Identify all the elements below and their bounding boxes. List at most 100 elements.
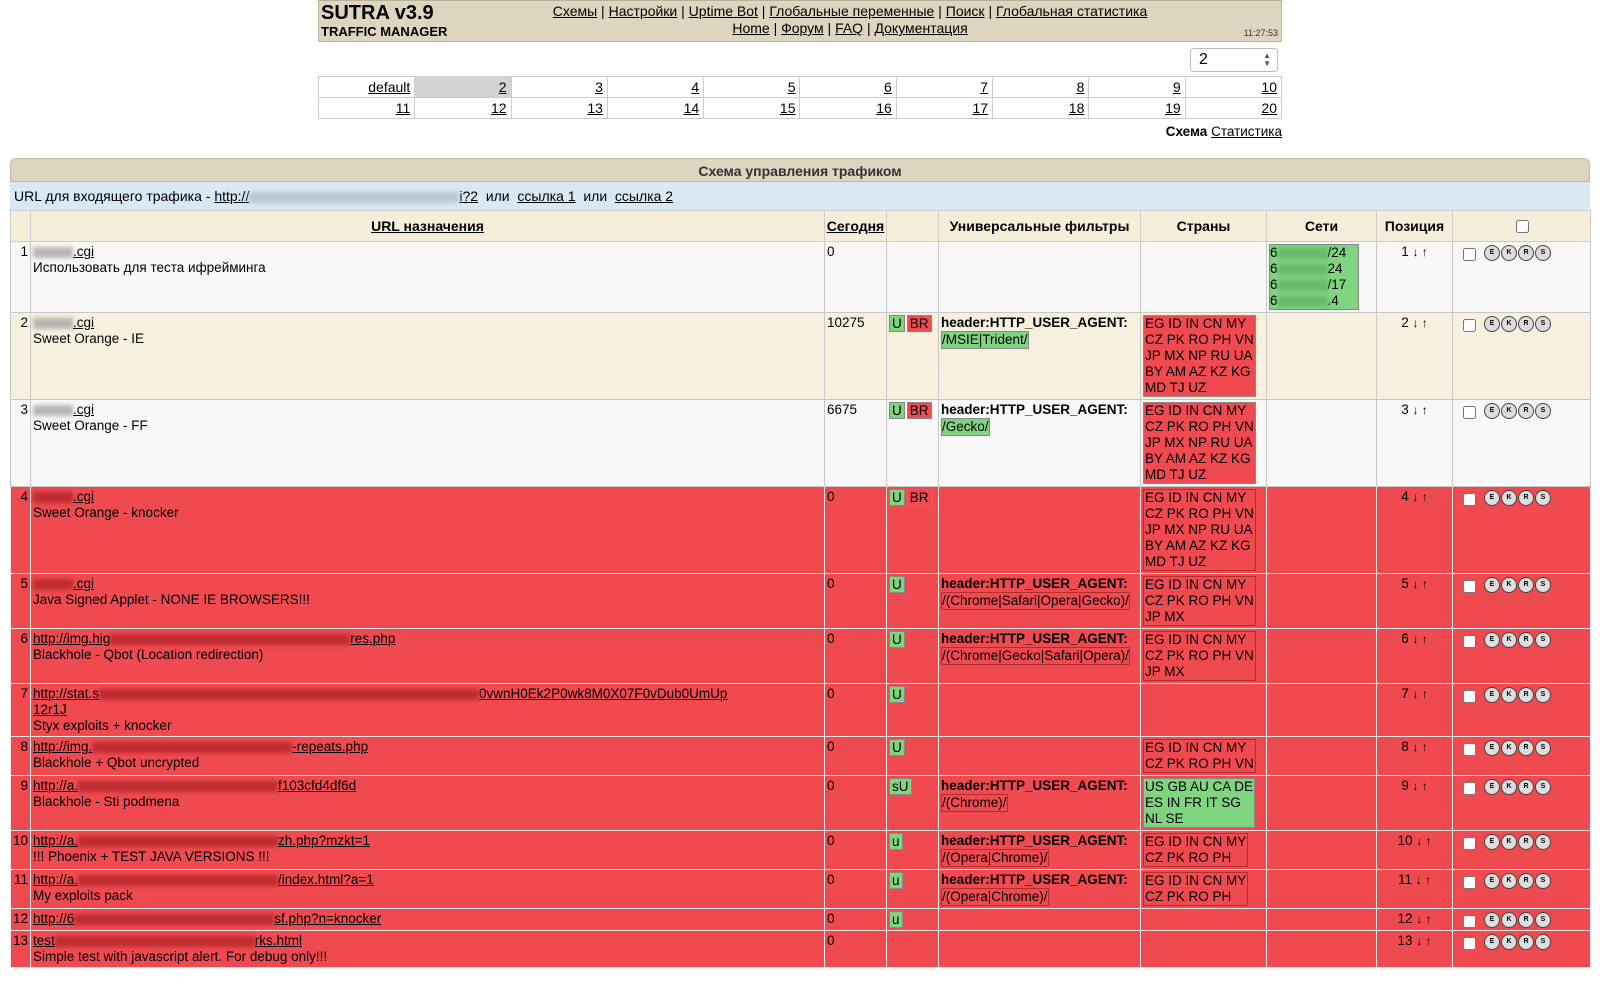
nav-link-top-3[interactable]: Глобальные переменные bbox=[769, 3, 935, 19]
row-checkbox[interactable] bbox=[1463, 493, 1476, 506]
clone-icon[interactable]: K bbox=[1501, 833, 1517, 850]
row-checkbox[interactable] bbox=[1463, 406, 1476, 419]
scheme-cell[interactable]: 14 bbox=[606, 97, 705, 119]
clone-icon[interactable]: K bbox=[1501, 315, 1517, 332]
reset-icon[interactable]: R bbox=[1518, 911, 1534, 928]
edit-icon[interactable]: E bbox=[1484, 489, 1500, 506]
scheme-link[interactable]: 9 bbox=[1172, 79, 1181, 95]
row-checkbox[interactable] bbox=[1463, 635, 1476, 648]
stats-icon[interactable]: S bbox=[1535, 911, 1551, 928]
scheme-link[interactable]: 3 bbox=[595, 79, 603, 95]
reset-icon[interactable]: R bbox=[1518, 778, 1534, 795]
move-arrows-icon[interactable]: ↓ ↑ bbox=[1412, 490, 1428, 504]
reset-icon[interactable]: R bbox=[1518, 576, 1534, 593]
destination-url-link[interactable]: http://img.hig res.php bbox=[33, 631, 396, 646]
scheme-link[interactable]: 4 bbox=[691, 79, 700, 95]
row-checkbox[interactable] bbox=[1463, 248, 1476, 261]
row-checkbox[interactable] bbox=[1463, 580, 1476, 593]
clone-icon[interactable]: K bbox=[1501, 489, 1517, 506]
reset-icon[interactable]: R bbox=[1518, 872, 1534, 889]
col-today[interactable]: Сегодня bbox=[824, 210, 887, 242]
clone-icon[interactable]: K bbox=[1501, 872, 1517, 889]
incoming-url-link[interactable]: http://i?2 bbox=[214, 188, 479, 204]
edit-icon[interactable]: E bbox=[1484, 576, 1500, 593]
nav-link-top-4[interactable]: Поиск bbox=[945, 3, 985, 19]
reset-icon[interactable]: R bbox=[1518, 739, 1534, 756]
clone-icon[interactable]: K bbox=[1501, 911, 1517, 928]
stats-icon[interactable]: S bbox=[1535, 315, 1551, 332]
destination-url-link[interactable]: .cgi bbox=[33, 576, 94, 591]
scheme-cell[interactable]: 10 bbox=[1184, 76, 1283, 98]
edit-icon[interactable]: E bbox=[1484, 739, 1500, 756]
clone-icon[interactable]: K bbox=[1501, 778, 1517, 795]
scheme-link[interactable]: 17 bbox=[972, 100, 989, 116]
edit-icon[interactable]: E bbox=[1484, 686, 1500, 703]
destination-url-link[interactable]: http://a./index.html?a=1 bbox=[33, 872, 374, 887]
stats-icon[interactable]: S bbox=[1535, 833, 1551, 850]
scheme-cell[interactable]: 7 bbox=[895, 76, 994, 98]
move-arrows-icon[interactable]: ↓ ↑ bbox=[1412, 403, 1428, 417]
edit-icon[interactable]: E bbox=[1484, 631, 1500, 648]
scheme-cell[interactable]: 8 bbox=[992, 76, 1090, 98]
move-arrows-icon[interactable]: ↓ ↑ bbox=[1412, 779, 1428, 793]
stats-icon[interactable]: S bbox=[1535, 778, 1551, 795]
row-checkbox[interactable] bbox=[1463, 937, 1476, 950]
scheme-cell[interactable]: 4 bbox=[606, 76, 705, 98]
stats-icon[interactable]: S bbox=[1535, 631, 1551, 648]
move-arrows-icon[interactable]: ↓ ↑ bbox=[1416, 934, 1432, 948]
select-all-checkbox[interactable] bbox=[1515, 219, 1529, 233]
scheme-cell[interactable]: 11 bbox=[317, 97, 416, 119]
nav-link-bottom-1[interactable]: Форум bbox=[781, 20, 824, 36]
edit-icon[interactable]: E bbox=[1484, 933, 1500, 950]
scheme-cell[interactable]: 17 bbox=[895, 97, 994, 119]
scheme-cell[interactable]: 13 bbox=[510, 97, 608, 119]
edit-icon[interactable]: E bbox=[1484, 833, 1500, 850]
scheme-cell[interactable]: 15 bbox=[703, 97, 801, 119]
edit-icon[interactable]: E bbox=[1484, 315, 1500, 332]
spinner-arrows-icon[interactable]: ▲ ▼ bbox=[1263, 51, 1271, 68]
scheme-cell[interactable]: 9 bbox=[1088, 76, 1186, 98]
row-checkbox[interactable] bbox=[1463, 319, 1476, 332]
destination-url-link[interactable]: http://stat.s 0vwnH0Ek2P0wk8M0X07F0vDub0U… bbox=[33, 686, 728, 701]
nav-link-top-5[interactable]: Глобальная статистика bbox=[995, 3, 1148, 19]
clone-icon[interactable]: K bbox=[1501, 576, 1517, 593]
move-arrows-icon[interactable]: ↓ ↑ bbox=[1412, 245, 1428, 259]
scheme-cell[interactable]: 19 bbox=[1088, 97, 1186, 119]
edit-icon[interactable]: E bbox=[1484, 402, 1500, 419]
stats-icon[interactable]: S bbox=[1535, 686, 1551, 703]
nav-link-bottom-2[interactable]: FAQ bbox=[835, 20, 864, 36]
scheme-cell[interactable]: 20 bbox=[1184, 97, 1283, 119]
stats-icon[interactable]: S bbox=[1535, 933, 1551, 950]
scheme-cell[interactable]: 6 bbox=[799, 76, 897, 98]
move-arrows-icon[interactable]: ↓ ↑ bbox=[1416, 834, 1432, 848]
clone-icon[interactable]: K bbox=[1501, 631, 1517, 648]
nav-link-top-2[interactable]: Uptime Bot bbox=[688, 3, 758, 19]
scheme-cell[interactable]: 3 bbox=[510, 76, 608, 98]
move-arrows-icon[interactable]: ↓ ↑ bbox=[1415, 873, 1432, 887]
destination-url-link[interactable]: http://a. f103cfd4df6d bbox=[33, 778, 357, 793]
row-checkbox[interactable] bbox=[1463, 837, 1476, 850]
stats-icon[interactable]: S bbox=[1535, 489, 1551, 506]
scheme-link[interactable]: 16 bbox=[876, 100, 892, 116]
reset-icon[interactable]: R bbox=[1518, 244, 1534, 261]
destination-url-link[interactable]: http://6 sf.php?n=knocker bbox=[33, 911, 382, 926]
scheme-link[interactable]: 19 bbox=[1165, 100, 1181, 116]
scheme-cell[interactable]: default bbox=[317, 76, 416, 98]
clone-icon[interactable]: K bbox=[1501, 402, 1517, 419]
scheme-link[interactable]: 5 bbox=[787, 79, 796, 95]
scheme-select[interactable]: 2 ▲ ▼ bbox=[1190, 48, 1278, 72]
destination-url-link[interactable]: .cgi bbox=[33, 244, 94, 259]
stats-icon[interactable]: S bbox=[1535, 739, 1551, 756]
stats-icon[interactable]: S bbox=[1535, 244, 1551, 261]
col-url[interactable]: URL назначения bbox=[30, 210, 825, 242]
row-checkbox[interactable] bbox=[1463, 915, 1476, 928]
move-arrows-icon[interactable]: ↓ ↑ bbox=[1412, 316, 1428, 330]
scheme-cell[interactable]: 5 bbox=[703, 76, 801, 98]
statistics-link[interactable]: Статистика bbox=[1211, 124, 1282, 139]
scheme-link[interactable]: 11 bbox=[395, 100, 411, 116]
link-2[interactable]: ссылка 2 bbox=[614, 188, 674, 204]
clone-icon[interactable]: K bbox=[1501, 686, 1517, 703]
scheme-link[interactable]: 12 bbox=[491, 100, 507, 116]
destination-url-link[interactable]: .cgi bbox=[33, 402, 94, 417]
move-arrows-icon[interactable]: ↓ ↑ bbox=[1412, 687, 1428, 701]
